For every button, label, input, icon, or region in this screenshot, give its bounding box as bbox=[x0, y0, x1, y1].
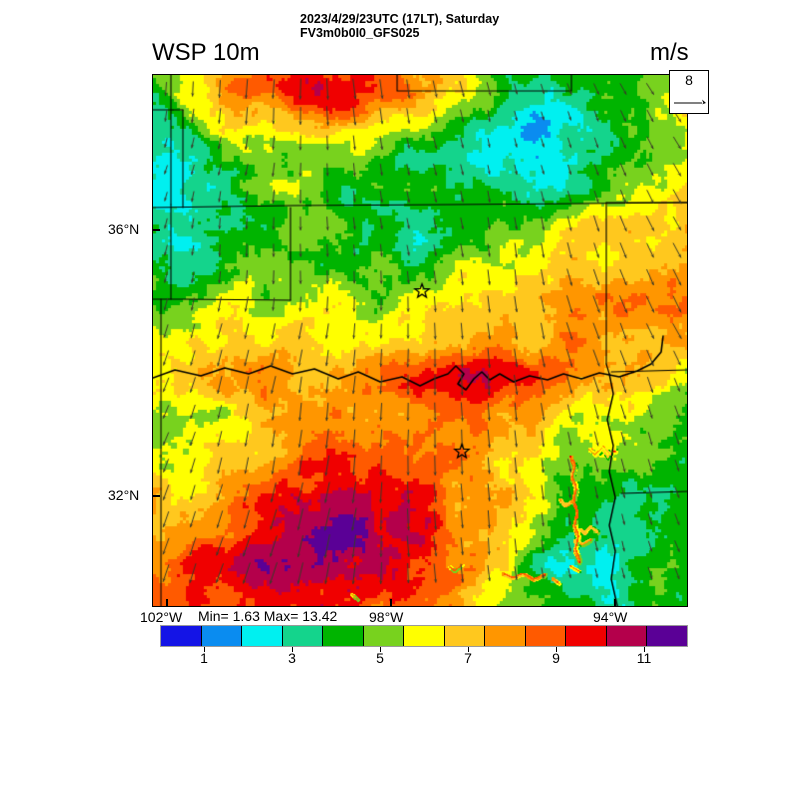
colorbar-tick-label: 1 bbox=[200, 650, 208, 666]
axis-label-lon-98w: 98°W bbox=[369, 609, 404, 625]
colorbar-segment bbox=[242, 626, 283, 646]
colorbar-segment bbox=[201, 626, 243, 646]
colorbar-tick bbox=[204, 647, 205, 652]
lat-tick-36 bbox=[152, 229, 160, 231]
chart-title-block: 2023/4/29/23UTC (17LT), Saturday FV3m0b0… bbox=[300, 12, 600, 40]
lat-tick-32 bbox=[152, 495, 160, 497]
colorbar-segment bbox=[323, 626, 364, 646]
colorbar[interactable] bbox=[160, 625, 688, 647]
minmax-stats-label: Min= 1.63 Max= 13.42 bbox=[198, 608, 338, 624]
colorbar-segment bbox=[485, 626, 526, 646]
colorbar-segment bbox=[404, 626, 445, 646]
colorbar-tick bbox=[644, 647, 645, 652]
vector-legend-value: 8 bbox=[685, 72, 693, 88]
datetime-title: 2023/4/29/23UTC (17LT), Saturday bbox=[300, 12, 500, 26]
colorbar-tick bbox=[556, 647, 557, 652]
colorbar-segment bbox=[282, 626, 324, 646]
colorbar-segments bbox=[160, 625, 688, 647]
axis-label-lat-36n: 36°N bbox=[108, 221, 140, 237]
model-title: FV3m0b0I0_GFS025 bbox=[300, 26, 420, 40]
colorbar-tick-label: 5 bbox=[376, 650, 384, 666]
units-label: m/s bbox=[650, 39, 689, 66]
map-plot-area[interactable] bbox=[152, 74, 688, 607]
colorbar-segment bbox=[444, 626, 486, 646]
colorbar-segment bbox=[363, 626, 405, 646]
colorbar-ticks bbox=[160, 647, 688, 657]
colorbar-tick bbox=[380, 647, 381, 652]
reference-wind-arrow-icon bbox=[674, 99, 706, 105]
colorbar-segment bbox=[647, 626, 687, 646]
lon-tick-98 bbox=[390, 599, 392, 607]
axis-label-lon-94w: 94°W bbox=[593, 609, 628, 625]
axis-label-lat-32n: 32°N bbox=[108, 487, 140, 503]
colorbar-tick bbox=[468, 647, 469, 652]
colorbar-tick-label: 3 bbox=[288, 650, 296, 666]
colorbar-segment bbox=[566, 626, 607, 646]
lon-tick-102 bbox=[166, 599, 168, 607]
colorbar-tick-label: 11 bbox=[636, 650, 652, 666]
vector-reference-legend: 8 bbox=[669, 70, 709, 114]
colorbar-tick-label: 7 bbox=[464, 650, 472, 666]
colorbar-segment bbox=[606, 626, 648, 646]
wind-speed-heatmap bbox=[153, 75, 687, 606]
colorbar-tick-labels: 1 3 5 7 9 11 bbox=[160, 650, 688, 670]
axis-label-lon-102w: 102°W bbox=[140, 609, 183, 625]
variable-title: WSP 10m bbox=[152, 39, 260, 66]
colorbar-segment bbox=[161, 626, 202, 646]
colorbar-tick bbox=[292, 647, 293, 652]
colorbar-segment bbox=[525, 626, 567, 646]
lon-tick-94 bbox=[614, 599, 616, 607]
colorbar-tick-label: 9 bbox=[552, 650, 560, 666]
